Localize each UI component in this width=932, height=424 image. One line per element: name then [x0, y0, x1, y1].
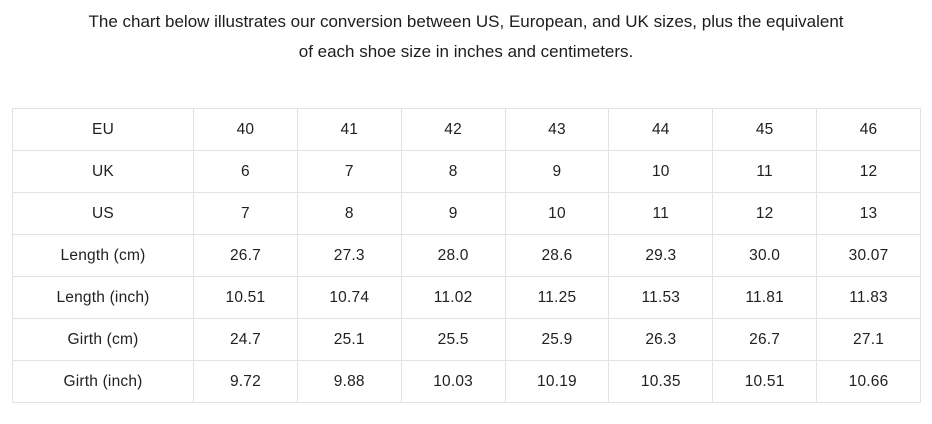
row-label: UK	[12, 150, 194, 193]
table-cell: 26.3	[608, 318, 714, 361]
table-cell: 10	[504, 192, 610, 235]
table-cell: 12	[712, 192, 818, 235]
table-cell: 9	[504, 150, 610, 193]
table-cell: 7	[193, 192, 298, 235]
table-row: Length (inch) 10.51 10.74 11.02 11.25 11.53 11…	[12, 276, 921, 319]
table-cell: 10	[608, 150, 714, 193]
table-cell: 8	[400, 150, 506, 193]
table-row: Length (cm) 26.7 27.3 28.0 28.6 29.3 30.0 30.07	[12, 234, 921, 277]
table-cell: 11.83	[816, 276, 921, 319]
table-cell: 28.6	[504, 234, 610, 277]
table-cell: 10.51	[193, 276, 298, 319]
table-cell: 10.51	[712, 360, 818, 403]
table-cell: 11.81	[712, 276, 818, 319]
table-row: UK 6 7 8 9 10 11 12	[12, 150, 921, 193]
table-cell: 46	[816, 108, 921, 151]
table-cell: 8	[296, 192, 402, 235]
row-label: Girth (cm)	[12, 318, 194, 361]
table-cell: 43	[504, 108, 610, 151]
table-cell: 9.72	[193, 360, 298, 403]
row-label: Girth (inch)	[12, 360, 194, 403]
table-cell: 10.03	[400, 360, 506, 403]
table-cell: 41	[296, 108, 402, 151]
table-cell: 10.19	[504, 360, 610, 403]
table-cell: 12	[816, 150, 921, 193]
table-cell: 28.0	[400, 234, 506, 277]
table-cell: 11	[608, 192, 714, 235]
table-cell: 10.74	[296, 276, 402, 319]
table-cell: 9	[400, 192, 506, 235]
table-cell: 27.1	[816, 318, 921, 361]
page-title-line-2: of each shoe size in inches and centimet…	[298, 42, 634, 61]
table-cell: 30.07	[816, 234, 921, 277]
row-label: EU	[12, 108, 194, 151]
page-title: The chart below illustrates our conversi…	[0, 0, 932, 67]
table-cell: 45	[712, 108, 818, 151]
table-cell: 13	[816, 192, 921, 235]
table-cell: 10.66	[816, 360, 921, 403]
table-cell: 11.53	[608, 276, 714, 319]
table-cell: 6	[193, 150, 298, 193]
size-table-body: EU 40 41 42 43 44 45 46 UK 6 7 8 9 10 11 12 US 7 8 9 10 11 12 1…	[12, 108, 921, 403]
table-cell: 40	[193, 108, 298, 151]
table-cell: 29.3	[608, 234, 714, 277]
size-conversion-table: EU 40 41 42 43 44 45 46 UK 6 7 8 9 10 11 12 US 7 8 9 10 11 12 1…	[12, 108, 921, 403]
table-row: EU 40 41 42 43 44 45 46	[12, 108, 921, 151]
table-cell: 44	[608, 108, 714, 151]
table-cell: 9.88	[296, 360, 402, 403]
table-row: US 7 8 9 10 11 12 13	[12, 192, 921, 235]
table-cell: 30.0	[712, 234, 818, 277]
row-label: US	[12, 192, 194, 235]
table-row: Girth (cm) 24.7 25.1 25.5 25.9 26.3 26.7 27.1	[12, 318, 921, 361]
table-cell: 25.5	[400, 318, 506, 361]
table-cell: 27.3	[296, 234, 402, 277]
table-cell: 26.7	[193, 234, 298, 277]
table-cell: 26.7	[712, 318, 818, 361]
table-row: Girth (inch) 9.72 9.88 10.03 10.19 10.35 10.51…	[12, 360, 921, 403]
row-label: Length (cm)	[12, 234, 194, 277]
table-cell: 42	[400, 108, 506, 151]
table-cell: 11.25	[504, 276, 610, 319]
table-cell: 7	[296, 150, 402, 193]
table-cell: 25.1	[296, 318, 402, 361]
table-cell: 24.7	[193, 318, 298, 361]
table-cell: 11.02	[400, 276, 506, 319]
table-cell: 25.9	[504, 318, 610, 361]
page-title-line-1: The chart below illustrates our conversi…	[88, 12, 844, 31]
row-label: Length (inch)	[12, 276, 194, 319]
table-cell: 10.35	[608, 360, 714, 403]
table-cell: 11	[712, 150, 818, 193]
